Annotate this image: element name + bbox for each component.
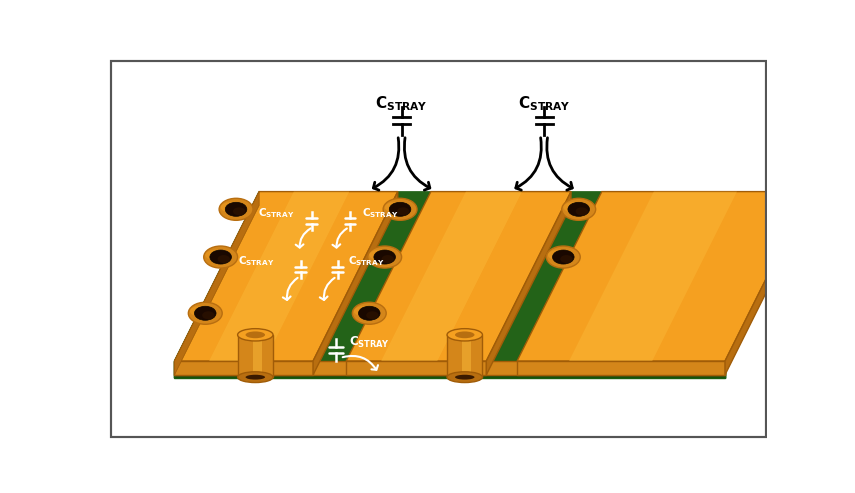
Polygon shape <box>209 192 349 361</box>
Polygon shape <box>174 192 259 375</box>
Text: $\mathbf{C}_{\mathbf{STRAY}}$: $\mathbf{C}_{\mathbf{STRAY}}$ <box>348 254 384 268</box>
Ellipse shape <box>563 202 587 213</box>
Ellipse shape <box>455 375 475 380</box>
Ellipse shape <box>366 311 379 319</box>
Ellipse shape <box>397 208 410 215</box>
Ellipse shape <box>221 202 244 213</box>
Text: $\mathbf{C}_{\mathbf{STRAY}}$: $\mathbf{C}_{\mathbf{STRAY}}$ <box>257 206 294 220</box>
Ellipse shape <box>358 306 380 320</box>
Ellipse shape <box>385 202 408 213</box>
Polygon shape <box>174 361 725 375</box>
Ellipse shape <box>546 246 581 268</box>
Ellipse shape <box>205 249 228 261</box>
Polygon shape <box>174 361 725 378</box>
Ellipse shape <box>219 198 253 220</box>
Polygon shape <box>486 192 602 361</box>
Ellipse shape <box>389 202 411 216</box>
Ellipse shape <box>368 246 402 268</box>
Ellipse shape <box>552 250 574 264</box>
Polygon shape <box>313 192 431 361</box>
Ellipse shape <box>190 306 213 317</box>
Ellipse shape <box>568 202 589 216</box>
Polygon shape <box>381 192 522 361</box>
Ellipse shape <box>194 306 216 320</box>
Polygon shape <box>569 192 737 361</box>
Ellipse shape <box>238 372 273 383</box>
Ellipse shape <box>202 311 215 319</box>
Ellipse shape <box>369 249 392 261</box>
Polygon shape <box>517 192 810 361</box>
Polygon shape <box>174 192 398 361</box>
Polygon shape <box>486 192 571 375</box>
Ellipse shape <box>548 249 571 261</box>
Ellipse shape <box>352 302 386 324</box>
Text: $\mathbf{C}_{\mathbf{STRAY}}$: $\mathbf{C}_{\mathbf{STRAY}}$ <box>349 335 390 350</box>
Polygon shape <box>725 192 810 375</box>
Ellipse shape <box>209 250 232 264</box>
Ellipse shape <box>245 375 265 380</box>
Ellipse shape <box>217 255 230 263</box>
Text: $\mathbf{C}_{\mathbf{STRAY}}$: $\mathbf{C}_{\mathbf{STRAY}}$ <box>518 95 570 113</box>
Polygon shape <box>346 361 486 375</box>
Ellipse shape <box>447 329 482 341</box>
Polygon shape <box>517 361 725 375</box>
Ellipse shape <box>245 331 265 338</box>
Polygon shape <box>313 192 398 375</box>
Text: $\mathbf{C}_{\mathbf{STRAY}}$: $\mathbf{C}_{\mathbf{STRAY}}$ <box>239 254 274 268</box>
Polygon shape <box>174 192 259 378</box>
Ellipse shape <box>354 306 377 317</box>
Ellipse shape <box>225 202 247 216</box>
Polygon shape <box>174 192 725 361</box>
Polygon shape <box>462 335 471 377</box>
Ellipse shape <box>560 255 573 263</box>
Ellipse shape <box>374 250 396 264</box>
Polygon shape <box>174 361 313 375</box>
Polygon shape <box>447 335 482 377</box>
Ellipse shape <box>203 246 238 268</box>
Ellipse shape <box>562 198 596 220</box>
Text: $\mathbf{C}_{\mathbf{STRAY}}$: $\mathbf{C}_{\mathbf{STRAY}}$ <box>362 206 398 220</box>
Ellipse shape <box>447 372 482 383</box>
Text: $\mathbf{C}_{\mathbf{STRAY}}$: $\mathbf{C}_{\mathbf{STRAY}}$ <box>375 95 428 113</box>
Polygon shape <box>238 335 273 377</box>
Ellipse shape <box>233 208 245 215</box>
Ellipse shape <box>455 331 475 338</box>
Polygon shape <box>346 192 571 361</box>
Ellipse shape <box>383 198 417 220</box>
Ellipse shape <box>238 329 273 341</box>
Ellipse shape <box>188 302 222 324</box>
Ellipse shape <box>381 255 394 263</box>
Ellipse shape <box>575 208 588 215</box>
Polygon shape <box>253 335 262 377</box>
